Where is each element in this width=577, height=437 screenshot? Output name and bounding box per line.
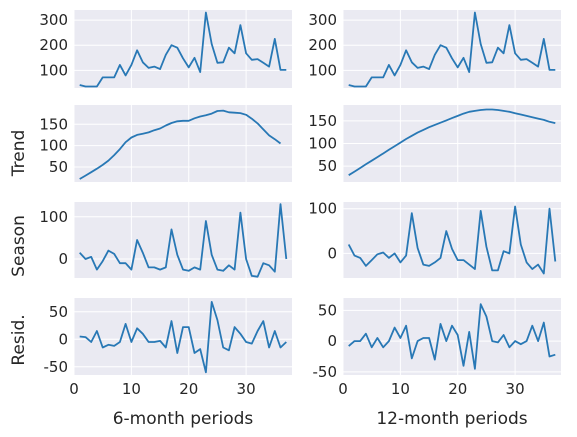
panel-r1-c0: 50 100 150 (39, 105, 292, 182)
y-tick-label: 50 (49, 303, 68, 321)
series-line (79, 109, 282, 180)
panel-background (74, 202, 292, 278)
series-line (347, 205, 557, 275)
y-tick-label: 100 (308, 61, 337, 79)
panel-background (74, 105, 292, 182)
x-tick-label: 20 (448, 380, 467, 398)
y-tick-label: 0 (327, 332, 337, 350)
ylabel-season: Season (9, 215, 29, 277)
y-tick-label: 200 (39, 36, 68, 54)
x-tick-label: 10 (391, 380, 410, 398)
x-tick-label: 0 (338, 380, 348, 398)
series-line (79, 300, 287, 374)
y-tick-label: 300 (39, 11, 68, 29)
x-tick-label: 10 (122, 380, 141, 398)
y-tick-label: 150 (308, 112, 337, 130)
y-tick-label: 0 (327, 244, 337, 262)
panel-r1-c1: 50 100 150 (308, 105, 561, 182)
panel-background (343, 10, 561, 88)
y-tick-label: -50 (313, 363, 338, 381)
panel-r0-c1: 100 200 300 (308, 10, 561, 88)
y-tick-label: 0 (58, 330, 68, 348)
series-line (348, 108, 556, 176)
panel-background (343, 298, 561, 375)
y-tick-label: 300 (308, 11, 337, 29)
xlabel-12-month: 12-month periods (376, 409, 527, 429)
y-tick-label: 50 (318, 301, 337, 319)
series-line (79, 11, 287, 88)
ylabel-resid: Resid. (9, 314, 29, 365)
y-tick-label: 50 (318, 157, 337, 175)
panel-r2-c1: 0 100 (308, 200, 561, 278)
panel-background (74, 10, 292, 88)
ylabel-trend: Trend (9, 130, 29, 178)
y-tick-label: 100 (39, 61, 68, 79)
panel-background (74, 298, 292, 375)
panel-r0-c0: 100 200 300 (39, 10, 292, 88)
series-line (79, 203, 288, 278)
y-tick-label: 100 (39, 137, 68, 155)
xlabel-6-month: 6-month periods (113, 409, 254, 429)
y-tick-label: 100 (308, 200, 337, 218)
panels-layer: 1002003001002003005010015050100150010001… (39, 10, 561, 398)
y-tick-label: 200 (308, 36, 337, 54)
y-tick-label: 50 (49, 158, 68, 176)
y-tick-label: 150 (39, 115, 68, 133)
series-line (348, 11, 556, 88)
x-tick-label: 0 (69, 380, 79, 398)
x-tick-label: 30 (506, 380, 525, 398)
series-line (348, 303, 556, 370)
y-tick-label: 100 (308, 135, 337, 153)
x-tick-label: 30 (237, 380, 256, 398)
y-tick-label: 100 (39, 208, 68, 226)
y-tick-label: -50 (44, 358, 69, 376)
x-tick-label: 20 (179, 380, 198, 398)
panel-r2-c0: 0 100 (39, 202, 292, 278)
y-tick-label: 0 (58, 250, 68, 268)
panel-background (343, 202, 561, 278)
